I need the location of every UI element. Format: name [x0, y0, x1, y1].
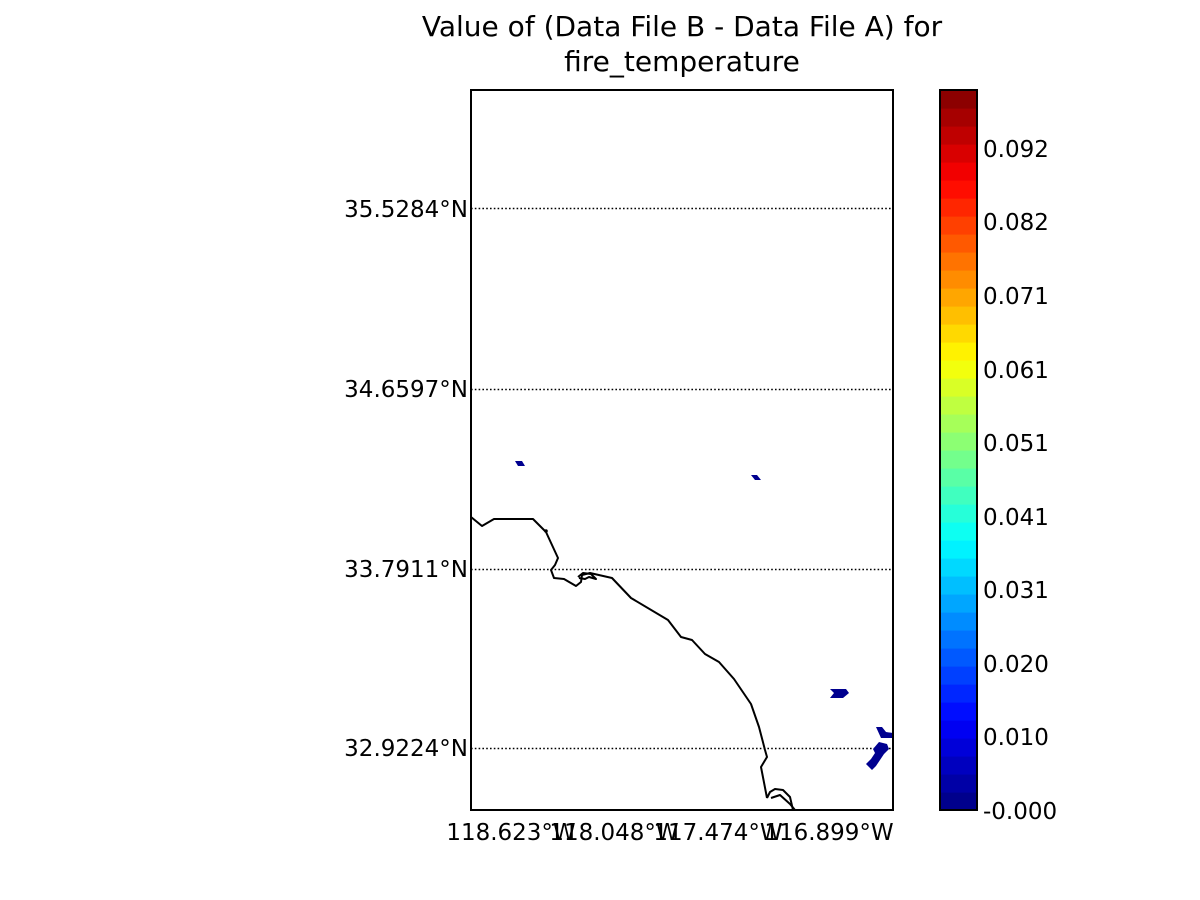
- chart-title-line-1: Value of (Data File B - Data File A) for: [422, 10, 943, 43]
- colorbar-tick-label-6: 0.041: [983, 505, 1049, 531]
- coastline-mainland: [470, 516, 768, 799]
- colorbar-band: [940, 342, 977, 361]
- colorbar-band: [940, 288, 977, 307]
- chart-title-line-2: fire_temperature: [564, 45, 800, 78]
- colorbar-band: [940, 504, 977, 523]
- colorbar-band: [940, 396, 977, 415]
- lat-tick-label-1: 35.5284°N: [344, 197, 468, 223]
- colorbar-frame: [939, 89, 978, 811]
- colorbar-band: [940, 450, 977, 469]
- patch-south-east-2: [876, 727, 893, 738]
- colorbar-band: [940, 576, 977, 595]
- colorbar-band: [940, 792, 977, 811]
- colorbar-tick-label-10: -0.000: [983, 799, 1057, 825]
- colorbar-band: [940, 774, 977, 793]
- colorbar-band: [940, 378, 977, 397]
- longitude-tick-labels: 118.623°W 118.048°W 117.474°W 116.899°W: [446, 820, 893, 846]
- colorbar-band: [940, 486, 977, 505]
- colorbar-band: [940, 324, 977, 343]
- colorbar-band: [940, 720, 977, 739]
- colorbar-tick-label-9: 0.010: [983, 725, 1049, 751]
- colorbar-band: [940, 234, 977, 253]
- lon-tick-label-2: 118.048°W: [549, 820, 678, 846]
- colorbar-band: [940, 198, 977, 217]
- colorbar-band: [940, 648, 977, 667]
- colorbar-tick-label-2: 0.082: [983, 210, 1049, 236]
- colorbar-band: [940, 594, 977, 613]
- colorbar-band: [940, 612, 977, 631]
- colorbar-tick-label-5: 0.051: [983, 431, 1049, 457]
- colorbar-band: [940, 270, 977, 289]
- colorbar-bands: [940, 90, 977, 811]
- colorbar-band: [940, 216, 977, 235]
- colorbar-tick-label-1: 0.092: [983, 137, 1049, 163]
- lon-tick-label-3: 117.474°W: [653, 820, 782, 846]
- lon-tick-label-1: 118.623°W: [446, 820, 575, 846]
- coastline-harbor: [577, 572, 597, 580]
- colorbar-band: [940, 468, 977, 487]
- coastline-islet: [544, 529, 548, 533]
- colorbar-tick-labels: 0.092 0.082 0.071 0.061 0.051 0.041 0.03…: [983, 137, 1057, 825]
- colorbar-band: [940, 162, 977, 181]
- patch-north-west: [515, 461, 525, 466]
- colorbar-band: [940, 558, 977, 577]
- colorbar-band: [940, 108, 977, 127]
- lat-tick-label-2: 34.6597°N: [344, 377, 468, 403]
- colorbar-band: [940, 738, 977, 757]
- colorbar-band: [940, 306, 977, 325]
- colorbar-tick-label-4: 0.061: [983, 358, 1049, 384]
- colorbar-band: [940, 414, 977, 433]
- colorbar: 0.092 0.082 0.071 0.061 0.051 0.041 0.03…: [939, 89, 1057, 825]
- map-background: [471, 90, 893, 810]
- colorbar-band: [940, 252, 977, 271]
- map-axes: [470, 89, 894, 811]
- colorbar-band: [940, 666, 977, 685]
- lat-tick-label-4: 32.9224°N: [344, 736, 468, 762]
- data-patches: [515, 461, 893, 770]
- colorbar-tick-label-3: 0.071: [983, 284, 1049, 310]
- lon-tick-label-4: 116.899°W: [764, 820, 893, 846]
- latitude-tick-labels: 35.5284°N 34.6597°N 33.7911°N 32.9224°N: [344, 197, 468, 762]
- colorbar-band: [940, 684, 977, 703]
- colorbar-band: [940, 522, 977, 541]
- coastline-bay-north: [766, 788, 794, 811]
- colorbar-band: [940, 756, 977, 775]
- coastline-bay-south: [770, 794, 796, 811]
- colorbar-tick-label-8: 0.020: [983, 652, 1049, 678]
- colorbar-band: [940, 630, 977, 649]
- colorbar-band: [940, 360, 977, 379]
- patch-south-east-3: [866, 742, 889, 770]
- colorbar-band: [940, 702, 977, 721]
- colorbar-tick-label-7: 0.031: [983, 578, 1049, 604]
- colorbar-band: [940, 540, 977, 559]
- colorbar-band: [940, 144, 977, 163]
- patch-south-east-1: [830, 689, 849, 698]
- colorbar-band: [940, 90, 977, 109]
- colorbar-band: [940, 180, 977, 199]
- map-frame: [470, 89, 894, 811]
- colorbar-band: [940, 126, 977, 145]
- lat-tick-label-3: 33.7911°N: [344, 557, 468, 583]
- colorbar-band: [940, 432, 977, 451]
- patch-north-east: [751, 475, 761, 480]
